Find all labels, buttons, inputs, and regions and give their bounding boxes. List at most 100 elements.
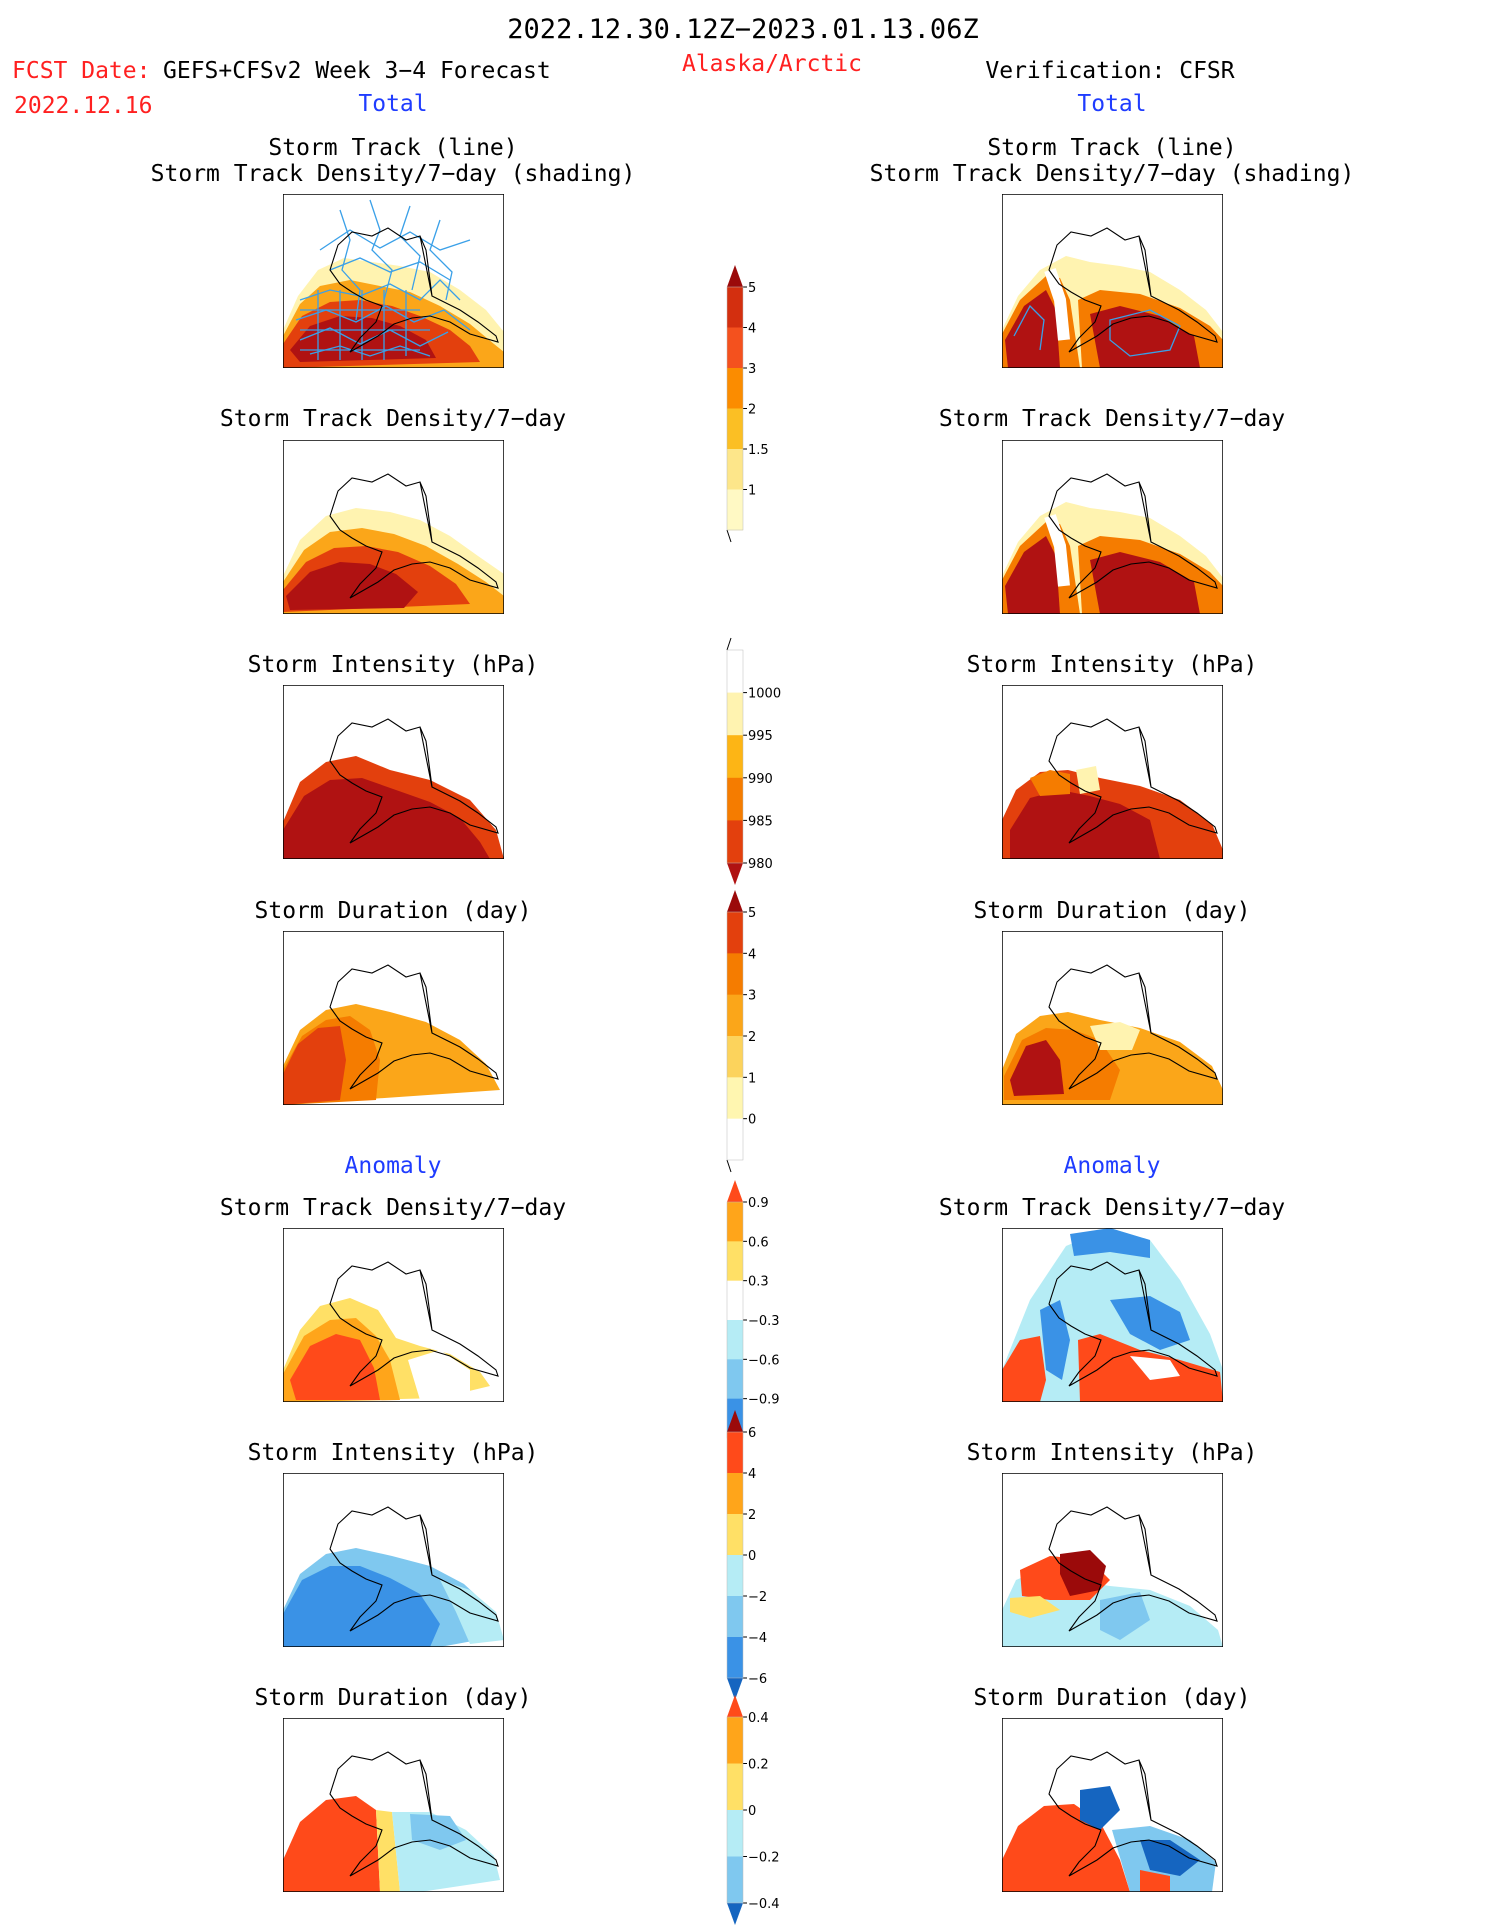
- colorbar-segment: [727, 735, 743, 779]
- colorbar-segment: [727, 1036, 743, 1078]
- colorbar-segment: [727, 1810, 743, 1857]
- colorbar-tick-label: −0.6: [748, 1353, 780, 1368]
- colorbar-segment: [727, 650, 743, 694]
- colorbar-tip: [727, 1678, 743, 1700]
- colorbar-tip: [727, 1410, 743, 1432]
- colorbar-frame: [726, 1431, 744, 1679]
- colorbar-tick-label: −0.3: [748, 1314, 780, 1329]
- colorbar-segment: [727, 1717, 743, 1764]
- intensity-colorbar: 1000 995 990 985 980: [726, 637, 781, 885]
- colorbar-tip: [727, 265, 743, 287]
- density-colorbar: 1 1.5 2 3 4 5: [726, 265, 769, 543]
- colorbar-tick-label: −6: [748, 1672, 767, 1687]
- colorbar-tick-label: 1000: [748, 687, 781, 702]
- colorbar-frame: [726, 911, 744, 1161]
- colorbar-segment: [727, 1280, 743, 1321]
- panel-title: Storm Track (line): [268, 135, 517, 161]
- panel-title: Storm Duration (day): [255, 1685, 532, 1711]
- colorbar-tick-label: 0.6: [748, 1235, 769, 1250]
- panel-title: Storm Track Density/7−day (shading): [870, 161, 1355, 187]
- colorbar-tick-label: 0.9: [748, 1196, 769, 1211]
- map-panel-forecast-track: [283, 194, 504, 368]
- colorbar-tick-label: 980: [748, 857, 773, 872]
- map-panel-forecast-duration-anomaly: [283, 1718, 504, 1892]
- panel-title: Storm Intensity (hPa): [967, 1440, 1258, 1466]
- colorbar-segment: [727, 449, 743, 490]
- colorbar-frame: [726, 649, 744, 864]
- panel-title: Storm Track Density/7−day (shading): [151, 161, 636, 187]
- colorbar-tick-label: 990: [748, 772, 773, 787]
- colorbar-tick-label: 0: [748, 1113, 756, 1128]
- map-panel-verification-intensity-anomaly: [1002, 1473, 1223, 1647]
- colorbar-tick-label: 2: [748, 1030, 756, 1045]
- colorbar-segment: [727, 1359, 743, 1400]
- colorbars: 1 1.5 2 3 4 5 1000 995 990 985 980 0 1 2 3 4 5 0.9 0.6 0.3 −…: [726, 265, 781, 1925]
- duration-colorbar: 0 1 2 3 4 5: [726, 890, 756, 1173]
- map-panel-verification-density-anomaly: [1002, 1228, 1223, 1402]
- colorbar-segment: [727, 692, 743, 736]
- fcst-date-label: FCST Date:: [12, 58, 150, 84]
- colorbar-tick-label: 1: [748, 1071, 756, 1086]
- map-panel-verification-track: [1002, 194, 1223, 368]
- colorbar-tick-label: 4: [748, 947, 756, 962]
- panel-title: Storm Duration (day): [974, 1685, 1251, 1711]
- colorbar-segment: [727, 1202, 743, 1242]
- colorbar-tick-label: −0.9: [748, 1393, 780, 1408]
- map-panel-verification-duration-anomaly: [1002, 1718, 1223, 1892]
- colorbar-tail: [726, 529, 732, 543]
- colorbar-segment: [727, 368, 743, 409]
- panel-title: Storm Intensity (hPa): [248, 652, 539, 678]
- colorbar-tip: [727, 1903, 743, 1925]
- colorbar-segment: [727, 1514, 743, 1556]
- colorbar-tip: [727, 1180, 743, 1202]
- colorbar-segment: [727, 1555, 743, 1597]
- panel-title: Storm Intensity (hPa): [248, 1440, 539, 1466]
- colorbar-tick-label: −2: [748, 1590, 767, 1605]
- colorbar-segment: [727, 1763, 743, 1811]
- colorbar-segment: [727, 1432, 743, 1474]
- colorbar-tip: [727, 890, 743, 912]
- panel-title: Storm Track (line): [987, 135, 1236, 161]
- colorbar-tick-label: 3: [748, 989, 756, 1004]
- colorbar-tip: [727, 863, 743, 885]
- colorbar-segment: [727, 1241, 743, 1282]
- map-panel-forecast-duration: [283, 931, 504, 1105]
- period-title: 2022.12.30.12Z−2023.01.13.06Z: [507, 14, 978, 45]
- verification-label: Verification: CFSR: [985, 58, 1234, 84]
- panel-title: Storm Track Density/7−day: [939, 406, 1285, 432]
- duration-anomaly-colorbar: 0.4 0.2 0 −0.2 −0.4: [726, 1695, 780, 1925]
- colorbar-tick-label: 2: [748, 403, 756, 418]
- colorbar-segment: [727, 408, 743, 450]
- colorbar-tick-label: 5: [748, 281, 756, 296]
- colorbar-tick-label: 0: [748, 1549, 756, 1564]
- panel-title: Storm Track Density/7−day: [220, 406, 566, 432]
- map-panel-forecast-intensity: [283, 685, 504, 859]
- colorbar-tip: [727, 1695, 743, 1717]
- colorbar-tick-label: 2: [748, 1508, 756, 1523]
- map-panel-verification-intensity: [1002, 685, 1223, 859]
- map-panel-verification-duration: [1002, 931, 1223, 1105]
- left-anomaly-label: Anomaly: [345, 1153, 442, 1179]
- colorbar-frame: [726, 286, 744, 531]
- colorbar-tick-label: 0.2: [748, 1758, 769, 1773]
- colorbar-tick-label: 4: [748, 322, 756, 337]
- region-label: Alaska/Arctic: [682, 51, 862, 77]
- panel-title: Storm Intensity (hPa): [967, 652, 1258, 678]
- colorbar-tail: [726, 637, 732, 651]
- right-anomaly-label: Anomaly: [1064, 1153, 1161, 1179]
- colorbar-tick-label: −0.4: [748, 1897, 780, 1912]
- colorbar-tick-label: 3: [748, 362, 756, 377]
- colorbar-segment: [727, 1118, 743, 1161]
- colorbar-tick-label: 1.5: [748, 443, 769, 458]
- colorbar-tick-label: 4: [748, 1467, 756, 1482]
- panel-title: Storm Track Density/7−day: [220, 1195, 566, 1221]
- colorbar-segment: [727, 777, 743, 821]
- right-total-label: Total: [1077, 91, 1146, 117]
- colorbar-tick-label: 0.4: [748, 1711, 769, 1726]
- colorbar-tick-label: 5: [748, 906, 756, 921]
- map-panel-verification-density: [1002, 440, 1223, 614]
- colorbar-tick-label: 0: [748, 1804, 756, 1819]
- colorbar-segment: [727, 287, 743, 328]
- colorbar-segment: [727, 489, 743, 531]
- colorbar-frame: [726, 1716, 744, 1904]
